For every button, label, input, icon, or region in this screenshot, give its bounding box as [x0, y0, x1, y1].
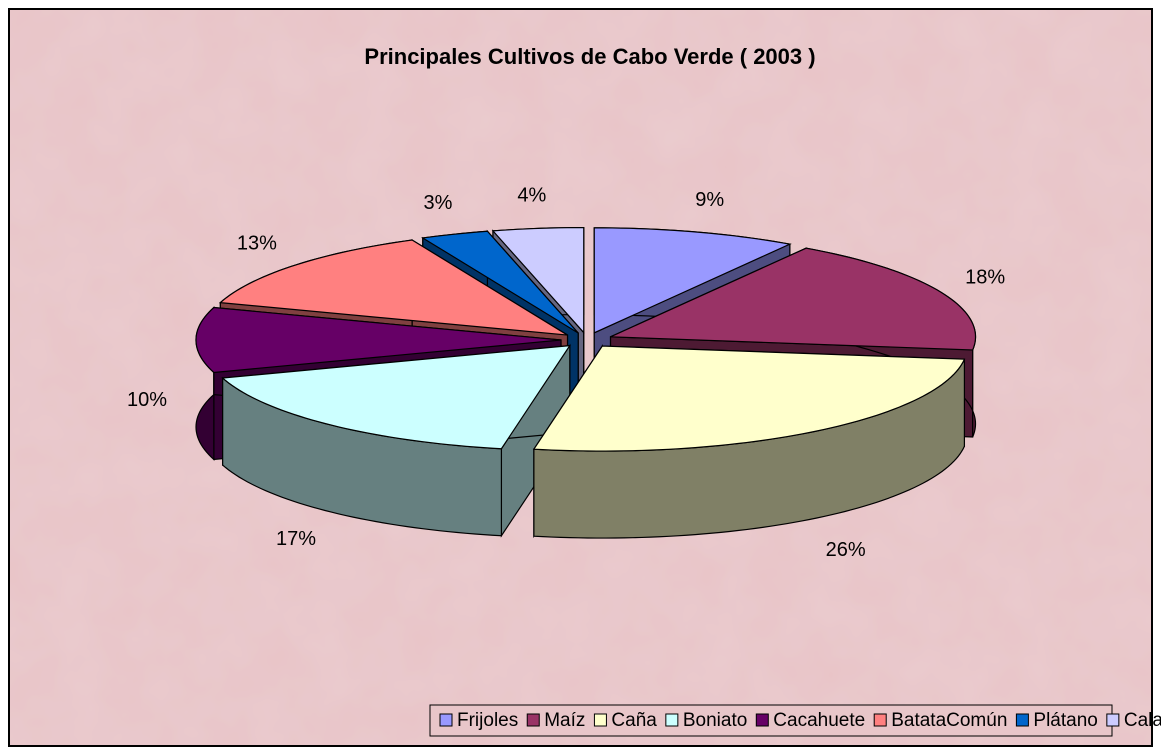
data-labels: 9% 18% 26% 17% 10% 13% 3% 4%: [127, 184, 1005, 560]
legend-swatch: [665, 713, 679, 727]
slice-top: [491, 226, 585, 335]
data-label: 9%: [695, 189, 724, 211]
legend-swatch: [593, 713, 607, 727]
legend-swatch: [439, 713, 453, 727]
pie: [195, 226, 977, 539]
chart-title: Principales Cultivos de Cabo Verde ( 200…: [364, 44, 815, 69]
data-label: 13%: [237, 232, 277, 254]
data-label: 3%: [424, 192, 453, 214]
legend-label: Cacahuete: [773, 710, 865, 731]
legend-label: Calabaza: [1124, 710, 1161, 731]
slice-top: [218, 239, 568, 336]
legend-swatch: [526, 713, 540, 727]
slice-top: [195, 306, 562, 374]
data-label: 17%: [276, 528, 316, 550]
slice-top: [421, 230, 579, 334]
legend-label: Caña: [611, 710, 657, 731]
legend-label: BatataComún: [891, 710, 1007, 731]
legend-swatch: [1015, 713, 1029, 727]
legend-items: Frijoles Maíz Caña Boniato Cacahuete BatataCo…: [439, 710, 1161, 731]
slice: [532, 344, 966, 539]
slice-top: [593, 227, 792, 334]
legend-swatch: [1106, 713, 1120, 727]
slice: [221, 343, 571, 538]
legend-swatch: [873, 713, 887, 727]
legend-label: Boniato: [683, 710, 747, 731]
slice-top: [221, 344, 571, 450]
data-label: 18%: [965, 267, 1005, 289]
data-label: 4%: [517, 184, 546, 206]
slice-top: [610, 247, 977, 351]
data-label: 10%: [127, 389, 167, 411]
data-label: 26%: [826, 539, 866, 561]
legend-label: Frijoles: [457, 710, 518, 731]
legend-label: Plátano: [1033, 710, 1097, 731]
legend-swatch: [755, 713, 769, 727]
slice-top: [532, 345, 966, 452]
legend-label: Maíz: [544, 710, 585, 731]
